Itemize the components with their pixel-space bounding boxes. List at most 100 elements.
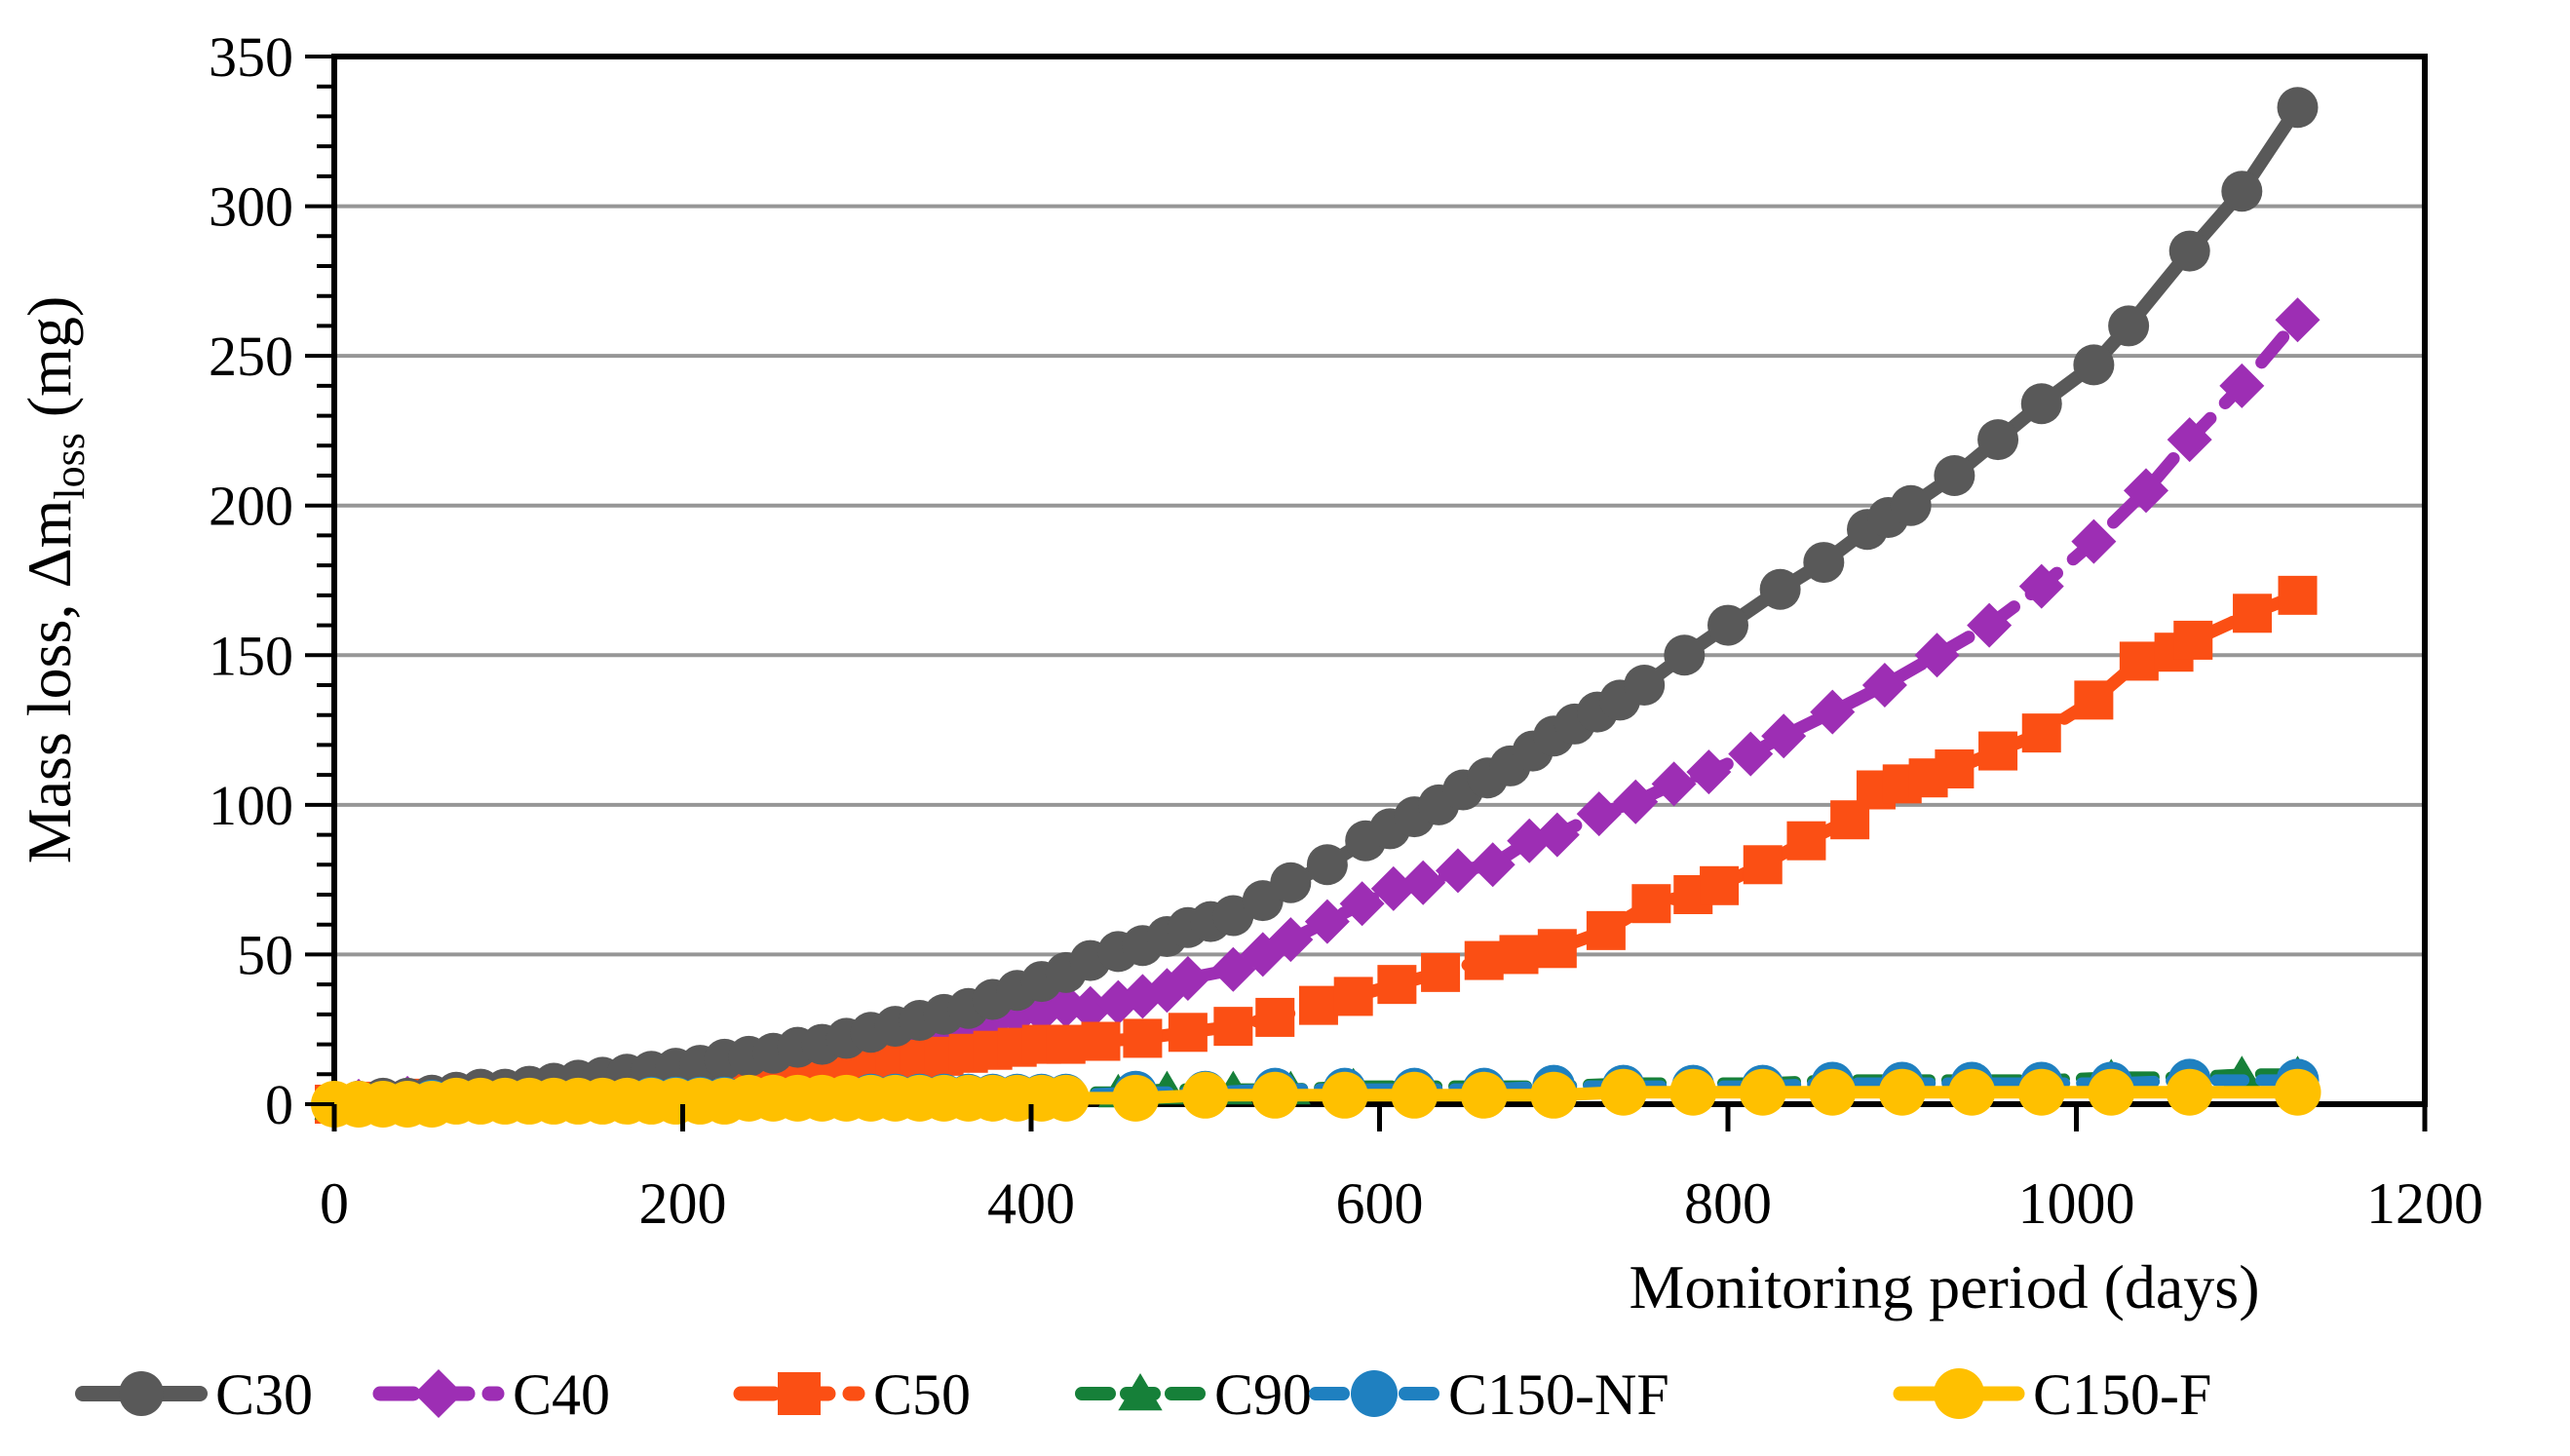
- series-marker-C150-F: [1251, 1071, 1299, 1119]
- series-marker-C50: [1743, 845, 1783, 885]
- legend-marker-C30: [119, 1371, 164, 1416]
- series-marker-C50: [1537, 929, 1577, 969]
- series-marker-C30: [2221, 171, 2263, 212]
- series-marker-C50: [1464, 940, 1504, 980]
- x-tick-label-600: 600: [1336, 1171, 1424, 1236]
- series-marker-C50: [1935, 749, 1975, 788]
- series-marker-C40: [1651, 761, 1697, 807]
- plot-border: [331, 54, 2428, 1107]
- plot-border-rect: [331, 54, 2428, 1107]
- legend: C30 C40 C50 C90 C150-NF C150-F: [75, 1362, 2211, 1427]
- gridlines: [334, 204, 2425, 957]
- series-marker-C50: [1499, 935, 1539, 975]
- series-marker-C50: [1255, 997, 1295, 1037]
- series-marker-C50: [2173, 620, 2213, 660]
- axis-tick-labels: 0 50 100 150 200 250 300 350 0 200 400 600 800 1000 12…: [209, 25, 2483, 1236]
- series-marker-C50: [1377, 965, 1417, 1005]
- series-marker-C40: [2219, 363, 2265, 408]
- x-axis-title: Monitoring period (days): [1630, 1252, 2260, 1322]
- series-marker-C150-F: [1669, 1068, 1717, 1116]
- y-axis-title-subscript: loss: [46, 433, 94, 499]
- series-marker-C50: [1298, 985, 1338, 1025]
- series-marker-C40: [1761, 713, 1807, 759]
- series-marker-C150-F: [2166, 1068, 2213, 1116]
- series-C150-F: [311, 1068, 2321, 1128]
- series-marker-C50: [1213, 1007, 1253, 1047]
- series-marker-C30: [1270, 862, 1312, 903]
- y-tick-label-50: 50: [237, 923, 293, 986]
- series-marker-C40: [1268, 917, 1314, 963]
- legend-label-C40: C40: [513, 1362, 610, 1427]
- series-marker-C150-F: [1878, 1068, 1926, 1116]
- legend-item-C90: C90: [1075, 1362, 1312, 1427]
- series-marker-C150-F: [1948, 1068, 1996, 1116]
- series-marker-C30: [2108, 305, 2150, 347]
- series-marker-C50: [2074, 680, 2114, 720]
- series-marker-C50: [1586, 910, 1626, 950]
- legend-label-C150-NF: C150-NF: [1448, 1362, 1669, 1427]
- x-tick-label-0: 0: [320, 1171, 349, 1236]
- series-marker-C50: [2233, 594, 2273, 633]
- series-marker-C150-F: [1042, 1074, 1090, 1122]
- series-marker-C30: [1977, 419, 2019, 461]
- series-marker-C40: [2018, 563, 2064, 609]
- y-tick-label-200: 200: [209, 475, 293, 538]
- series-marker-C40: [2167, 417, 2212, 463]
- legend-marker-C50: [778, 1372, 821, 1415]
- series-marker-C50: [1631, 884, 1671, 924]
- series-marker-C40: [1861, 663, 1907, 708]
- legend-marker-C40: [414, 1369, 463, 1418]
- x-tick-label-1000: 1000: [2018, 1171, 2135, 1236]
- x-tick-label-200: 200: [639, 1171, 727, 1236]
- series-marker-C40: [1810, 689, 1856, 735]
- series-marker-C150-F: [1530, 1071, 1578, 1119]
- series-marker-C40: [1576, 791, 1622, 837]
- x-tick-label-800: 800: [1684, 1171, 1772, 1236]
- y-tick-label-100: 100: [209, 774, 293, 837]
- series-marker-C50: [1333, 977, 1373, 1016]
- series-marker-C30: [2020, 383, 2062, 425]
- series-marker-C30: [2277, 87, 2319, 129]
- series-marker-C40: [1165, 956, 1210, 1001]
- series-marker-C30: [1306, 844, 1348, 886]
- series-marker-C150-F: [1599, 1068, 1647, 1116]
- y-axis-title: Mass loss, Δmloss (mg): [15, 296, 94, 864]
- legend-label-C50: C50: [873, 1362, 971, 1427]
- series-marker-C50: [1046, 1024, 1086, 1064]
- series-marker-C30: [2073, 344, 2115, 386]
- y-tick-label-250: 250: [209, 325, 293, 388]
- series-marker-C150-F: [1112, 1074, 1160, 1122]
- series-marker-C150-F: [1460, 1071, 1508, 1119]
- legend-item-C40: C40: [372, 1362, 610, 1427]
- series-marker-C40: [2275, 297, 2321, 343]
- series-marker-C30: [1759, 568, 1801, 610]
- series-marker-C150-F: [1809, 1068, 1857, 1116]
- legend-label-C30: C30: [215, 1362, 313, 1427]
- series-marker-C40: [1686, 749, 1732, 795]
- series-marker-C150-F: [2274, 1068, 2321, 1116]
- series-marker-C30: [1624, 665, 1666, 706]
- series-marker-C50: [1978, 731, 2018, 771]
- y-tick-label-300: 300: [209, 175, 293, 239]
- series-marker-C40: [1728, 731, 1774, 777]
- series-marker-C150-F: [2088, 1068, 2135, 1116]
- x-tick-label-1200: 1200: [2366, 1171, 2483, 1236]
- series-marker-C50: [2278, 575, 2318, 615]
- legend-marker-C150-NF: [1351, 1370, 1398, 1417]
- series-marker-C40: [1470, 842, 1515, 888]
- y-axis-title-suffix: (mg): [15, 296, 84, 433]
- series-marker-C50: [1168, 1013, 1208, 1053]
- series-marker-C40: [1304, 899, 1350, 944]
- legend-marker-C90: [1118, 1373, 1163, 1411]
- series-marker-C150-F: [2017, 1068, 2065, 1116]
- series-marker-C150-F: [1391, 1071, 1438, 1119]
- series-marker-C50: [1123, 1018, 1163, 1058]
- series-marker-C40: [1914, 632, 1960, 678]
- data-series: [311, 87, 2321, 1128]
- series-marker-C40: [1967, 602, 2013, 648]
- series-marker-C150-F: [1181, 1071, 1229, 1119]
- series-marker-C40: [1339, 881, 1385, 927]
- series-marker-C40: [1370, 865, 1416, 911]
